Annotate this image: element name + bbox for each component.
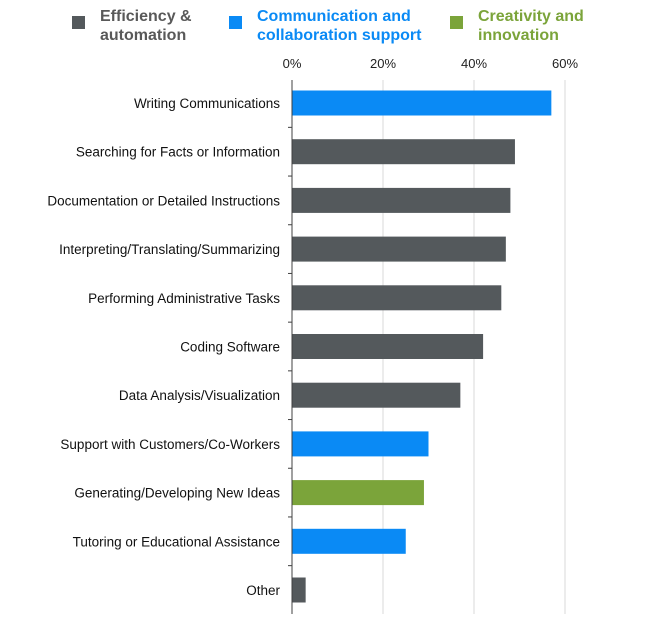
category-label: Tutoring or Educational Assistance	[73, 534, 280, 549]
x-tick-label: 60%	[552, 56, 578, 71]
x-tick-label: 40%	[461, 56, 487, 71]
legend-label-communication-line2: collaboration support	[257, 27, 422, 44]
legend-label-creativity-line2: innovation	[478, 27, 559, 44]
bar	[292, 431, 429, 457]
x-tick-label: 0%	[283, 56, 302, 71]
legend-label-efficiency-line1: Efficiency &	[100, 8, 192, 25]
bar	[292, 236, 506, 262]
legend-item-creativity: Creativity and innovation	[450, 8, 584, 44]
bar	[292, 480, 424, 506]
category-labels: Writing Communications Searching for Fact…	[47, 96, 280, 598]
bar	[292, 382, 461, 408]
category-label: Coding Software	[180, 340, 280, 355]
bar	[292, 187, 511, 213]
bars	[292, 90, 552, 603]
category-label: Documentation or Detailed Instructions	[47, 193, 280, 208]
category-label: Support with Customers/Co-Workers	[60, 437, 280, 452]
x-axis-ticks: 0% 20% 40% 60%	[283, 56, 579, 71]
category-label: Data Analysis/Visualization	[119, 388, 280, 403]
bar	[292, 285, 502, 311]
bar	[292, 90, 552, 116]
category-label: Interpreting/Translating/Summarizing	[59, 242, 280, 257]
legend-swatch-creativity	[450, 16, 463, 29]
category-label: Performing Administrative Tasks	[88, 291, 280, 306]
bar	[292, 528, 406, 554]
legend-item-efficiency: Efficiency & automation	[72, 8, 192, 44]
y-axis	[288, 80, 293, 614]
legend-item-communication: Communication and collaboration support	[229, 8, 422, 44]
legend-label-efficiency-line2: automation	[100, 27, 186, 44]
legend: Efficiency & automation Communication and c…	[72, 8, 584, 44]
legend-swatch-communication	[229, 16, 242, 29]
x-tick-label: 20%	[370, 56, 396, 71]
legend-label-communication-line1: Communication and	[257, 8, 411, 25]
bar	[292, 139, 515, 165]
bar	[292, 334, 484, 359]
category-label: Searching for Facts or Information	[76, 145, 280, 160]
category-label: Generating/Developing New Ideas	[74, 486, 280, 501]
legend-swatch-efficiency	[72, 16, 85, 29]
legend-label-creativity-line1: Creativity and	[478, 8, 584, 25]
category-label: Writing Communications	[134, 96, 280, 111]
category-label: Other	[246, 583, 280, 598]
bar	[292, 577, 306, 603]
